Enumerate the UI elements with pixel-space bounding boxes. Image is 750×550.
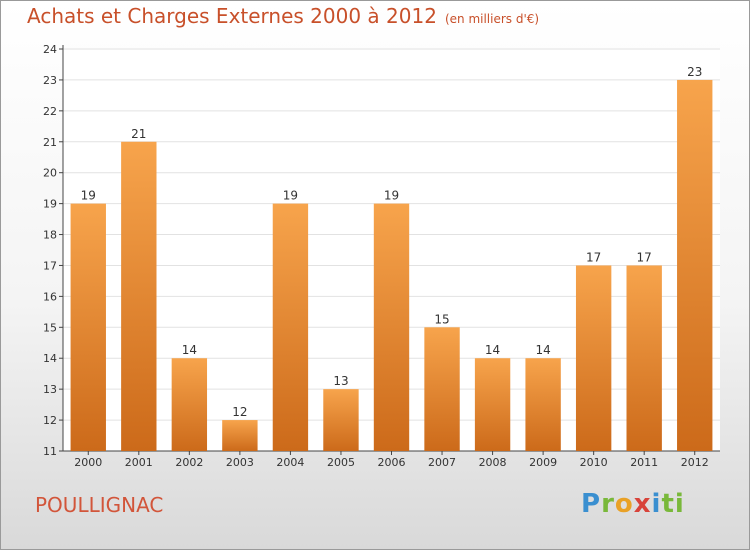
x-tick-label: 2004	[276, 456, 304, 469]
bar	[525, 358, 561, 451]
x-tick-label: 2012	[681, 456, 709, 469]
commune-name: POULLIGNAC	[35, 493, 164, 517]
bar-value-label: 14	[535, 343, 550, 357]
y-tick-label: 13	[43, 383, 57, 396]
y-tick-label: 20	[43, 167, 57, 180]
x-tick-label: 2009	[529, 456, 557, 469]
y-tick-label: 17	[43, 259, 57, 272]
bar	[272, 203, 309, 451]
y-tick-label: 11	[43, 445, 57, 458]
chart-title: Achats et Charges Externes 2000 à 2012 (e…	[27, 4, 539, 28]
bar	[626, 265, 662, 451]
x-tick-label: 2010	[580, 456, 608, 469]
bar	[424, 327, 460, 451]
bar-value-label: 21	[131, 127, 146, 141]
x-tick-label: 2008	[479, 456, 507, 469]
bar-value-label: 13	[333, 374, 348, 388]
x-tick-label: 2000	[74, 456, 102, 469]
y-tick-label: 15	[43, 321, 57, 334]
logo-letter: x	[633, 489, 652, 519]
x-tick-label: 2002	[175, 456, 203, 469]
bar	[373, 203, 410, 451]
bar-value-label: 19	[384, 189, 399, 203]
bar-value-label: 12	[232, 405, 247, 419]
bar	[70, 203, 106, 451]
bar	[474, 358, 511, 451]
bar-value-label: 14	[485, 343, 500, 357]
y-tick-label: 19	[43, 198, 57, 211]
y-tick-label: 23	[43, 74, 57, 87]
bar	[575, 265, 612, 451]
bar-value-label: 17	[637, 250, 652, 264]
bar	[121, 141, 157, 451]
y-tick-label: 12	[43, 414, 57, 427]
x-tick-label: 2005	[327, 456, 355, 469]
bar-value-label: 23	[687, 65, 702, 79]
proxiti-logo: Proxiti	[581, 489, 685, 519]
bar	[323, 389, 359, 451]
x-tick-label: 2003	[226, 456, 254, 469]
x-tick-label: 2011	[630, 456, 658, 469]
x-tick-label: 2001	[125, 456, 153, 469]
bar	[171, 358, 208, 451]
y-tick-label: 14	[43, 352, 57, 365]
chart-unit: (en milliers d'€)	[444, 12, 540, 26]
bar-value-label: 15	[434, 312, 449, 326]
logo-letter: o	[614, 489, 634, 519]
bar-value-label: 17	[586, 250, 601, 264]
logo-letter: P	[581, 489, 602, 519]
y-tick-label: 16	[43, 290, 57, 303]
y-tick-label: 18	[43, 229, 57, 242]
y-tick-label: 21	[43, 136, 57, 149]
bar	[222, 420, 258, 451]
logo-letter: ti	[661, 489, 685, 519]
bar	[677, 79, 713, 451]
bar-value-label: 19	[81, 189, 96, 203]
chart-title-text: Achats et Charges Externes 2000 à 2012	[27, 4, 437, 28]
x-tick-label: 2006	[378, 456, 406, 469]
bar-value-label: 14	[182, 343, 197, 357]
logo-letter: r	[601, 489, 615, 519]
bar-value-label: 19	[283, 189, 298, 203]
y-tick-label: 22	[43, 105, 57, 118]
y-tick-label: 24	[43, 43, 57, 56]
x-tick-label: 2007	[428, 456, 456, 469]
logo-letter: i	[651, 489, 662, 519]
